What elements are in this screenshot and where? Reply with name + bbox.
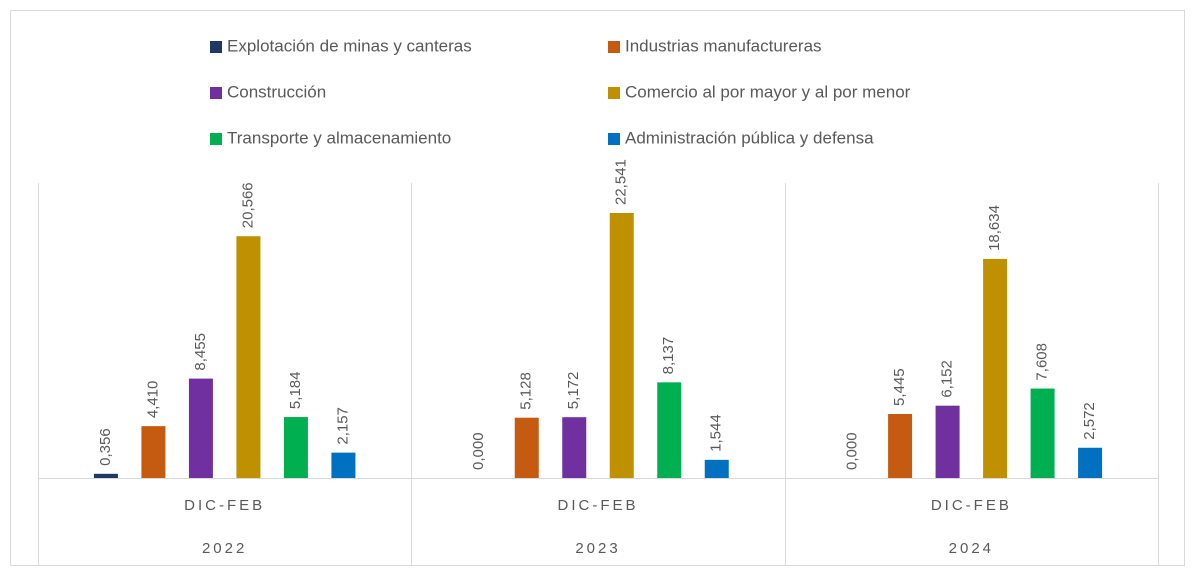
x-tick-label: DIC-FEB [558,497,639,514]
bar [1078,447,1103,478]
data-label: 1,544 [708,414,725,452]
bar [236,236,261,478]
data-label: 5,128 [518,372,535,410]
data-label: 6,152 [939,360,956,398]
bar [331,452,356,478]
bar [141,426,166,478]
bar [657,382,682,478]
x-group-label: 2022 [202,540,247,557]
legend-label: Administración pública y defensa [625,128,874,147]
bar [93,473,118,478]
bar [1030,388,1055,478]
legend-swatch [210,133,222,145]
bar [983,258,1008,478]
data-label: 5,184 [287,372,304,410]
data-label: 8,455 [192,333,209,371]
legend-swatch [608,41,620,53]
data-label: 0,356 [97,428,114,466]
x-tick-label: DIC-FEB [184,497,265,514]
data-label: 4,410 [144,381,161,419]
data-label: 20,566 [239,182,256,228]
data-label: 0,000 [470,432,487,470]
x-tick-label: DIC-FEB [931,497,1012,514]
data-label: 18,634 [986,205,1003,251]
legend-swatch [210,87,222,99]
bar [704,459,729,478]
data-label: 2,157 [334,407,351,445]
data-label: 2,572 [1081,402,1098,440]
bar [562,417,587,478]
legend-label: Explotación de minas y canteras [227,36,472,55]
legend-label: Construcción [227,82,326,101]
data-label: 5,172 [565,372,582,410]
legend-swatch [210,41,222,53]
data-label: 5,445 [891,368,908,406]
data-label: 7,608 [1034,343,1051,381]
x-group-label: 2023 [575,540,620,557]
legend-label: Comercio al por mayor y al por menor [625,82,911,101]
bar [609,213,634,478]
chart-frame [10,10,1185,566]
data-label: 0,000 [844,432,861,470]
x-group-label: 2024 [949,540,994,557]
bar [188,378,213,478]
bar [935,405,960,478]
legend-label: Transporte y almacenamiento [227,128,451,147]
bar [888,413,913,478]
legend-label: Industrias manufactureras [625,36,822,55]
data-label: 8,137 [660,337,677,375]
bar [283,417,308,478]
bar [514,417,539,478]
legend-swatch [608,87,620,99]
data-label: 22,541 [613,159,630,205]
legend-swatch [608,133,620,145]
